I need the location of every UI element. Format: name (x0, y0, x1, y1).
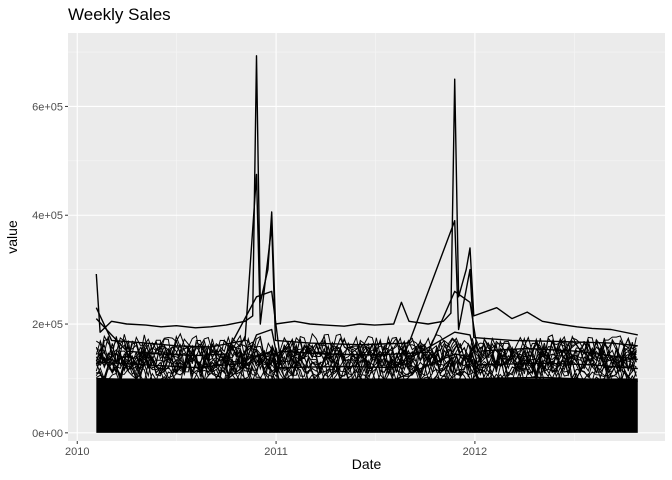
y-axis-title: value (4, 220, 20, 254)
x-tick-label: 2010 (65, 446, 89, 458)
noise-line (96, 336, 637, 365)
series-lines (95, 55, 638, 382)
x-axis-title: Date (352, 456, 382, 472)
x-tick-label: 2012 (463, 446, 487, 458)
y-tick-label: 4e+05 (32, 210, 63, 222)
series-line-3 (95, 290, 638, 361)
y-tick-label: 6e+05 (32, 101, 63, 113)
dense-band-fill (96, 378, 638, 433)
noise-line (96, 335, 637, 362)
series-line-2 (95, 173, 638, 348)
noise-band (95, 332, 638, 433)
y-tick-label: 0e+00 (32, 428, 63, 440)
series-line-1 (95, 55, 638, 336)
x-axis: 2010 2011 2012 (65, 441, 487, 458)
y-axis: 0e+00 2e+05 4e+05 6e+05 (32, 101, 68, 440)
y-tick-label: 2e+05 (32, 319, 63, 331)
x-tick-label: 2011 (264, 446, 288, 458)
series-line-4 (96, 328, 638, 370)
chart-title: Weekly Sales (68, 5, 171, 24)
series-line-5 (96, 350, 638, 382)
